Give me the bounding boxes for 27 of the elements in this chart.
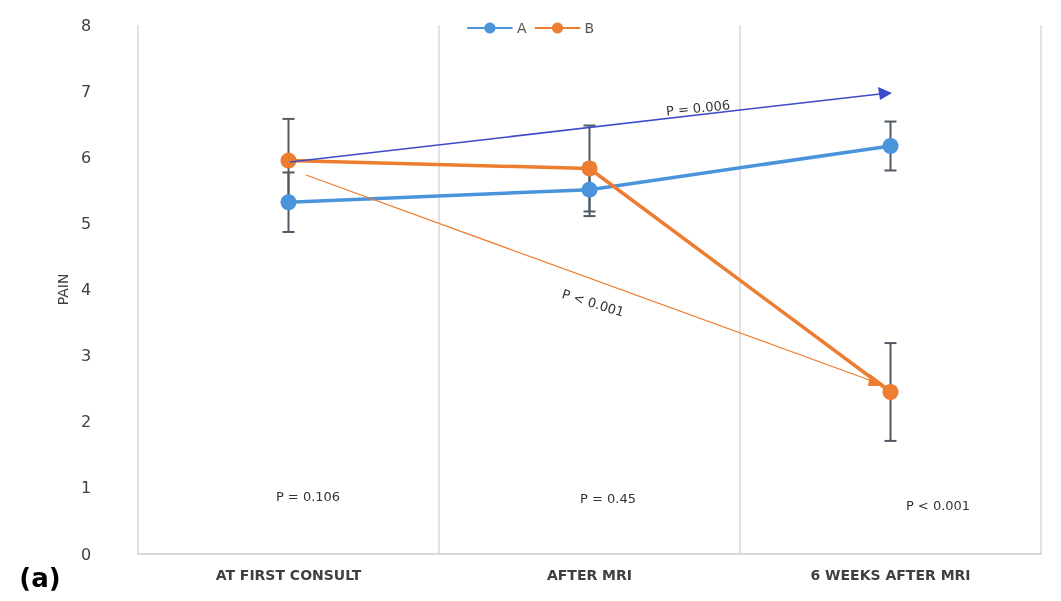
y-axis-title: PAIN xyxy=(55,273,72,306)
y-tick-label: 2 xyxy=(80,412,92,432)
x-tick-label: AFTER MRI xyxy=(546,567,633,583)
annotation: P < 0.001 xyxy=(905,497,971,513)
point xyxy=(280,152,297,169)
annotation: P < 0.001 xyxy=(560,286,626,320)
y-tick-label: 0 xyxy=(80,544,92,564)
text: (a) xyxy=(19,563,61,593)
point xyxy=(882,138,899,154)
point xyxy=(581,160,598,177)
annotation: P = 0.006 xyxy=(665,97,731,119)
point xyxy=(882,384,899,400)
point xyxy=(581,181,598,198)
y-tick-label: 7 xyxy=(80,81,92,101)
y-tick-label: 4 xyxy=(80,280,92,299)
x-tick-label: 6 WEEKS AFTER MRI xyxy=(810,567,971,583)
legend-label: A xyxy=(516,20,527,36)
annotation: P = 0.45 xyxy=(580,490,636,506)
y-tick-label: 3 xyxy=(80,346,92,366)
annotation: P = 0.106 xyxy=(275,488,341,504)
y-tick-label: 1 xyxy=(80,478,92,498)
y-tick-label: 6 xyxy=(80,147,92,167)
y-tick-label: 5 xyxy=(80,213,92,233)
x-tick-label: AT FIRST CONSULT xyxy=(215,567,362,583)
y-tick-label: 8 xyxy=(80,15,92,35)
legend-label: B xyxy=(584,20,595,36)
point xyxy=(280,194,297,211)
